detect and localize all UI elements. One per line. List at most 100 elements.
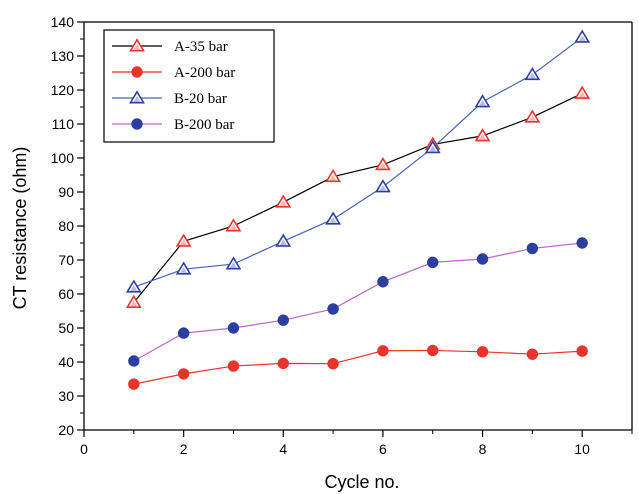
data-point [574,85,591,99]
data-point [427,256,439,269]
data-point-fill [130,285,138,291]
x-tick-label: 10 [574,441,590,457]
y-tick-label: 50 [58,320,74,336]
y-tick-label: 70 [58,252,74,268]
y-tick-label: 130 [51,48,75,64]
y-tick-label: 80 [58,218,74,234]
data-point-fill [279,200,287,206]
legend-swatch-marker [129,90,145,104]
data-point-fill [329,217,337,223]
x-tick-label: 2 [180,441,188,457]
legend: A-35 bar A-200 bar B-20 bar B-200 bar [103,29,275,143]
data-point [576,237,588,249]
series-layer [125,29,591,390]
data-point [377,276,389,288]
data-point [227,360,240,372]
data-point [325,168,342,183]
data-point [524,66,541,81]
legend-swatch-marker [129,38,145,52]
series-line [133,36,583,288]
data-point [374,157,391,171]
data-point [327,358,339,370]
data-point [125,294,142,308]
y-tick-label: 60 [58,286,74,302]
data-point [177,368,190,380]
data-point [424,140,441,154]
axes: 0 2 4 6 8 10 20 30 40 50 60 70 80 90 100 110 120 130 140 [51,14,633,457]
data-point [576,345,588,357]
data-point [225,218,242,232]
data-point-fill [130,300,138,307]
legend-swatch-marker [131,66,143,78]
legend-swatch-marker-fill [133,43,141,50]
y-tick-label: 140 [51,14,75,30]
data-point-fill [479,133,486,140]
y-tick-label: 100 [51,150,75,166]
x-tick-label: 4 [279,441,287,457]
x-axis-title: Cycle no. [324,472,399,492]
data-point-fill [230,223,237,230]
series-line [133,242,583,362]
series-a-200-bar [128,344,588,390]
data-point [175,233,192,247]
legend-label: A-200 bar [174,65,235,81]
data-point [277,357,289,370]
data-point [177,327,190,339]
series-line [133,349,583,385]
data-point [327,303,339,315]
legend-swatch-marker [131,118,143,130]
legend-label: B-200 bar [174,117,234,133]
data-point [225,256,242,270]
x-tick-label: 6 [379,441,387,457]
data-point-fill [279,239,287,246]
data-point [524,109,541,123]
data-point-fill [479,99,486,106]
data-point [574,29,591,43]
data-point-fill [528,72,536,79]
data-point-fill [180,239,188,246]
data-point-fill [180,267,188,273]
legend-label: B-20 bar [174,91,227,107]
data-point [275,233,292,247]
data-point [275,194,292,208]
data-point [377,345,389,357]
y-tick-label: 40 [58,354,74,370]
data-point-fill [379,162,387,169]
data-point-fill [528,115,536,121]
data-point [427,344,439,357]
data-point [125,279,142,293]
series-b-200-bar [128,237,588,367]
data-point [474,128,491,142]
data-point [277,314,289,326]
x-tick-label: 0 [80,441,88,457]
y-tick-label: 90 [58,184,74,200]
data-point [325,211,342,225]
data-point [374,179,391,193]
data-point [526,242,539,255]
data-point [175,261,192,275]
data-point [526,348,539,360]
series-line [133,92,583,303]
legend-swatch-marker-fill [133,95,141,102]
data-point-fill [578,35,586,42]
data-point-fill [230,261,237,268]
data-point [128,378,140,390]
data-point-fill [329,174,337,181]
y-tick-label: 110 [52,116,75,132]
x-tick-label: 8 [479,441,487,457]
series-b-20-bar [125,29,591,293]
data-point-fill [429,145,437,152]
data-point-fill [379,184,387,191]
legend-label: A-35 bar [174,39,228,55]
data-point [474,94,491,108]
data-point [227,322,240,334]
data-point [476,346,489,358]
y-axis-title: CT resistance (ohm) [10,147,30,310]
y-tick-label: 30 [58,388,74,404]
series-a-35-bar [125,85,591,308]
y-tick-label: 20 [58,422,74,438]
data-point [476,253,489,265]
data-point-fill [578,91,586,98]
y-tick-label: 120 [51,82,75,98]
